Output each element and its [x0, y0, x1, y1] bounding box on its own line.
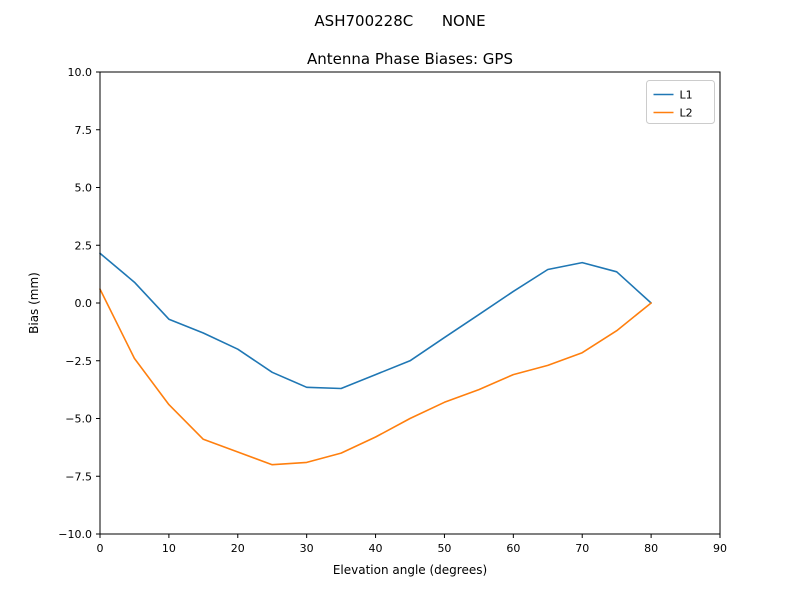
y-tick-label: 0.0	[75, 297, 93, 310]
x-tick-label: 50	[437, 542, 451, 555]
x-tick-label: 30	[300, 542, 314, 555]
legend-label-L2: L2	[680, 107, 693, 120]
x-tick-label: 20	[231, 542, 245, 555]
y-tick-label: −10.0	[58, 528, 92, 541]
y-tick-label: 2.5	[75, 239, 93, 252]
x-tick-label: 10	[162, 542, 176, 555]
y-tick-label: −2.5	[65, 355, 92, 368]
x-tick-label: 80	[644, 542, 658, 555]
series-line-L1	[99, 252, 652, 390]
x-tick-label: 40	[369, 542, 383, 555]
y-tick-label: −5.0	[65, 413, 92, 426]
x-tick-label: 70	[575, 542, 589, 555]
series-line-L2	[99, 288, 652, 466]
x-tick-label: 90	[713, 542, 727, 555]
y-axis-ticks: −10.0 −7.5 −5.0 −2.5 0.0 2.5 5.0 7.5 10.0	[58, 66, 100, 541]
figure-suptitle: ASH700228C NONE	[314, 12, 485, 30]
plot-area	[100, 72, 720, 534]
x-tick-label: 0	[97, 542, 104, 555]
x-axis-ticks: 0 10 20 30 40 50 60 70 80 90	[97, 534, 727, 555]
x-tick-label: 60	[506, 542, 520, 555]
y-axis-label: Bias (mm)	[27, 272, 41, 334]
legend-label-L1: L1	[680, 89, 693, 102]
y-tick-label: 10.0	[68, 66, 93, 79]
y-tick-label: 5.0	[75, 182, 93, 195]
axes-title: Antenna Phase Biases: GPS	[307, 50, 513, 68]
x-axis-label: Elevation angle (degrees)	[333, 563, 487, 577]
curves-layer	[99, 252, 652, 466]
y-tick-label: −7.5	[65, 470, 92, 483]
y-tick-label: 7.5	[75, 124, 93, 137]
